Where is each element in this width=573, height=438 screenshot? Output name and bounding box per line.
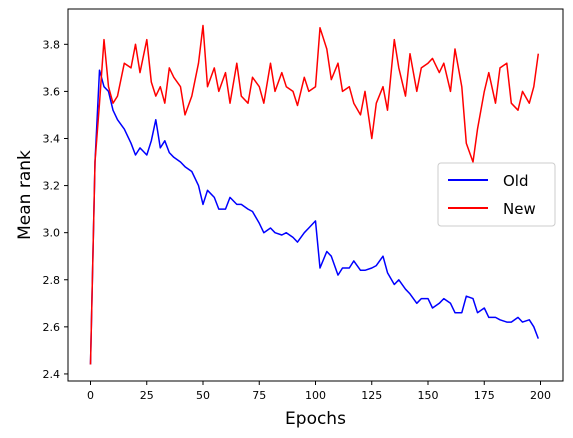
x-tick-label: 25 [140, 389, 154, 402]
legend-box [437, 162, 556, 227]
y-tick-label: 3.8 [43, 38, 61, 51]
series-lines [89, 24, 540, 365]
x-tick-label: 75 [252, 389, 266, 402]
y-axis-ticks: 2.4 2.6 2.8 3.0 3.2 3.4 3.6 3.8 [43, 38, 68, 381]
x-axis-ticks: 0 25 50 75 100 125 150 175 200 [87, 381, 551, 402]
y-tick-label: 2.4 [43, 368, 61, 381]
y-tick-label: 3.6 [43, 85, 61, 98]
x-tick-label: 50 [196, 389, 210, 402]
x-tick-label: 125 [361, 389, 382, 402]
x-tick-label: 100 [305, 389, 326, 402]
y-tick-label: 3.2 [43, 180, 61, 193]
series-line-new [89, 24, 540, 365]
legend-label-old: Old [503, 172, 529, 190]
legend: Old New [437, 162, 556, 227]
x-tick-label: 200 [530, 389, 551, 402]
y-tick-label: 2.8 [43, 274, 61, 287]
x-tick-label: 175 [474, 389, 495, 402]
y-tick-label: 3.4 [43, 132, 61, 145]
x-axis-label: Epochs [285, 409, 346, 429]
x-tick-label: 150 [418, 389, 439, 402]
y-tick-label: 3.0 [43, 227, 61, 240]
y-axis-label: Mean rank [15, 150, 35, 240]
y-tick-label: 2.6 [43, 321, 61, 334]
x-tick-label: 0 [87, 389, 94, 402]
series-line-old [89, 69, 540, 365]
legend-label-new: New [503, 200, 536, 218]
